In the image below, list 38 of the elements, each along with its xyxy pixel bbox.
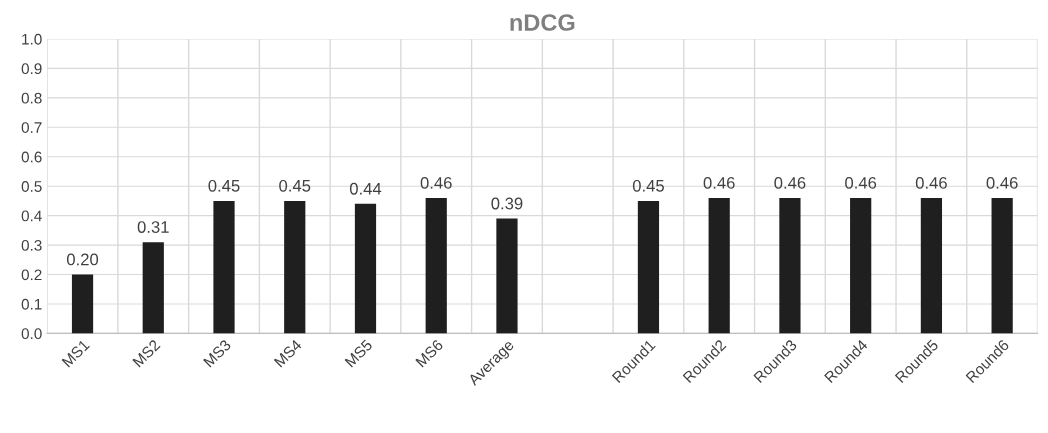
data-label: 0.46 [420,176,452,189]
bar [637,200,660,334]
y-tick-label: 0.5 [21,181,42,192]
bar [213,200,235,334]
bar [284,200,306,334]
data-label: 0.45 [279,179,311,192]
bar [496,218,518,334]
y-tick-label: 0.9 [21,63,42,75]
data-label: 0.46 [845,176,877,189]
y-tick-label: 0.1 [21,298,42,310]
y-tick-label: 0.0 [21,328,42,340]
data-label: 0.20 [66,253,99,266]
data-label: 0.45 [632,179,664,192]
bar [71,274,94,334]
y-tick-label: 0.4 [21,210,42,222]
bar [850,197,872,334]
bar [991,197,1013,334]
chart-title: nDCG [510,14,575,31]
data-label: 0.31 [137,221,169,233]
bar [920,197,943,334]
data-label: 0.45 [208,179,240,192]
y-tick-label: 0.7 [21,122,42,133]
data-label: 0.46 [774,176,806,189]
bar [142,242,164,334]
bar [354,203,377,334]
y-tick-label: 0.8 [21,92,42,104]
data-label: 0.46 [986,176,1018,189]
data-label: 0.44 [349,182,382,195]
bar [708,197,730,334]
bar [425,197,447,334]
bar [779,197,801,334]
data-label: 0.46 [703,176,735,189]
y-tick-label: 0.6 [21,151,42,163]
data-label: 0.46 [915,176,947,189]
y-tick-label: 1.0 [22,33,42,45]
data-label: 0.39 [491,197,523,210]
y-tick-label: 0.3 [21,239,42,251]
y-tick-label: 0.2 [21,269,42,281]
